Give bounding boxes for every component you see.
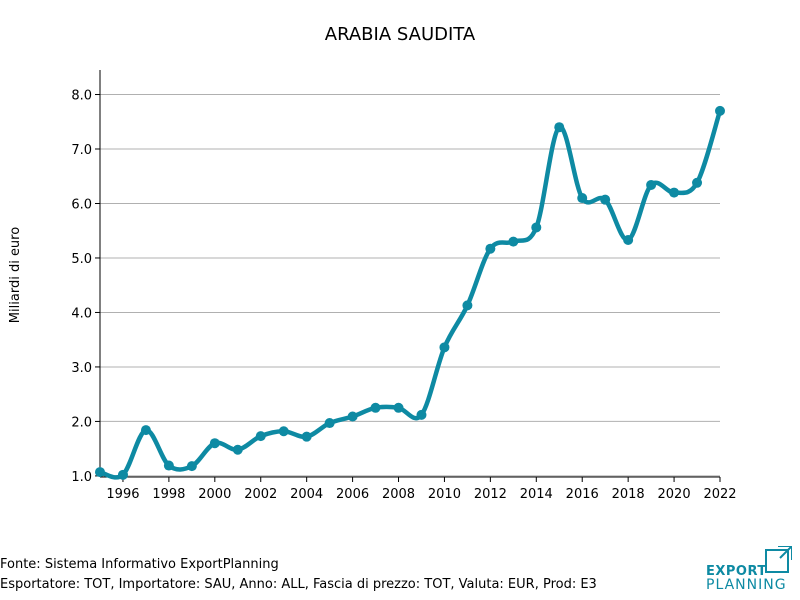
data-point <box>255 431 266 442</box>
x-tick-label: 2014 <box>520 487 553 502</box>
data-point <box>554 122 565 133</box>
data-point <box>301 431 312 442</box>
data-point <box>324 418 335 429</box>
y-tick-label: 3.0 <box>71 361 92 376</box>
data-point <box>600 194 611 205</box>
data-point <box>462 300 473 311</box>
data-point <box>439 342 450 353</box>
data-point <box>95 467 105 478</box>
x-tick-label: 2020 <box>658 487 691 502</box>
data-point <box>278 426 289 437</box>
data-point <box>485 243 496 254</box>
tick-labels: 1.0 2.0 3.0 4.0 5.0 6.0 7.0 8.0 1996 1998 2000 2002… <box>71 89 736 502</box>
data-point <box>692 177 703 188</box>
data-point <box>623 234 634 245</box>
x-tick-label: 2006 <box>336 487 369 502</box>
x-tick-label: 2004 <box>290 487 323 502</box>
data-point <box>577 193 588 204</box>
data-point <box>646 179 657 190</box>
x-tick-label: 2018 <box>612 487 645 502</box>
y-tick-label: 7.0 <box>71 143 92 158</box>
data-point <box>117 469 128 480</box>
data-point <box>163 460 174 471</box>
data-point <box>140 425 151 436</box>
logo-mark-icon <box>765 546 792 573</box>
grid-lines <box>100 94 720 477</box>
x-tick-label: 1998 <box>152 487 185 502</box>
logo-line-1: EXPORT <box>706 564 767 579</box>
data-point <box>715 105 725 116</box>
data-point <box>393 402 404 413</box>
x-tick-label: 2000 <box>198 487 231 502</box>
y-axis-label: Miliardi di euro <box>8 227 23 323</box>
data-point <box>531 222 542 233</box>
y-tick-label: 5.0 <box>71 252 92 267</box>
x-tick-label: 2022 <box>703 487 736 502</box>
y-tick-label: 8.0 <box>71 89 92 104</box>
y-tick-label: 4.0 <box>71 306 92 321</box>
x-tick-label: 1996 <box>106 487 139 502</box>
data-point <box>209 438 220 449</box>
series-line <box>95 105 725 480</box>
x-tick-label: 2010 <box>428 487 461 502</box>
footer-source: Fonte: Sistema Informativo ExportPlannin… <box>0 557 279 572</box>
logo-line-2: PLANNING <box>706 577 787 593</box>
exportplanning-logo: EXPORT PLANNING <box>700 544 796 596</box>
y-tick-label: 6.0 <box>71 197 92 212</box>
x-tick-label: 2008 <box>382 487 415 502</box>
footer-details: Esportatore: TOT, Importatore: SAU, Anno… <box>0 577 597 592</box>
data-point <box>508 236 519 247</box>
y-tick-label: 2.0 <box>71 415 92 430</box>
x-tick-label: 2016 <box>566 487 599 502</box>
y-tick-label: 1.0 <box>71 470 92 485</box>
data-point <box>186 461 197 472</box>
data-point <box>232 444 243 455</box>
series-path <box>97 108 723 480</box>
x-tick-label: 2012 <box>474 487 507 502</box>
chart-title: ARABIA SAUDITA <box>325 24 476 45</box>
data-point <box>669 187 680 198</box>
x-tick-label: 2002 <box>244 487 277 502</box>
data-point <box>370 402 381 413</box>
axes <box>99 70 720 478</box>
data-point <box>347 411 358 422</box>
data-point <box>416 409 427 420</box>
